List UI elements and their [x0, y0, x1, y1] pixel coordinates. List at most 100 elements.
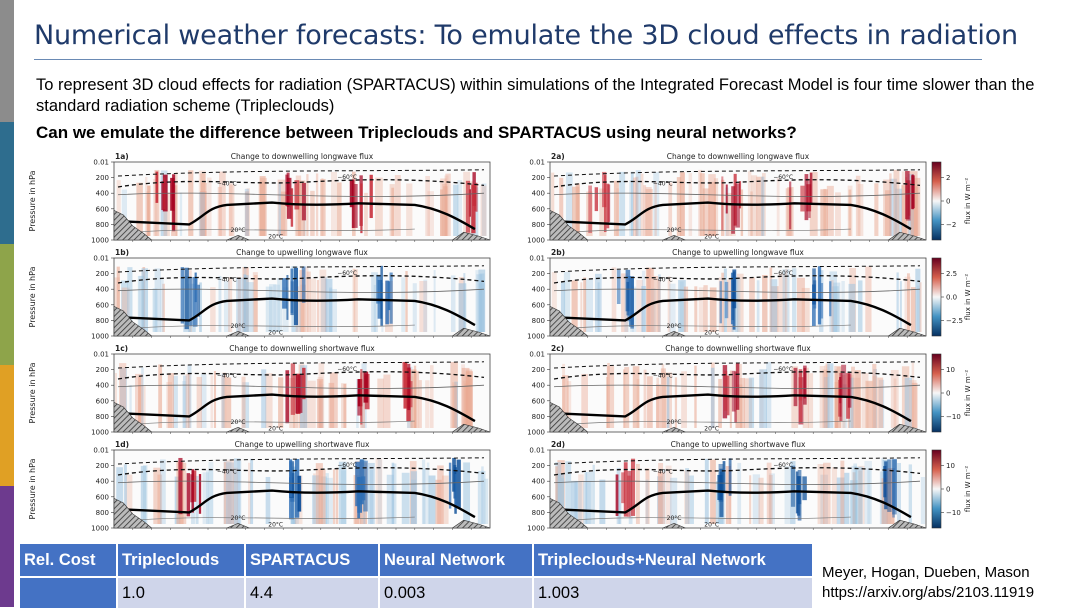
- y-tick-label: 0.01: [93, 159, 109, 167]
- figure-panel: [111, 257, 491, 338]
- figure-panel: [547, 257, 927, 338]
- table-row: 1.0 4.4 0.003 1.003: [18, 576, 814, 610]
- isotherm-label: 20°C: [268, 521, 283, 528]
- panel-label: 1d): [115, 440, 129, 449]
- y-tick-label: 800: [96, 317, 109, 325]
- colorbar-tick-label: −2: [946, 221, 956, 229]
- isotherm-label: 20°C: [704, 233, 719, 240]
- y-tick-label: 200: [96, 270, 109, 278]
- colorbar-tick-label: −2.5: [946, 317, 963, 325]
- intro-text: To represent 3D cloud effects for radiat…: [36, 76, 1035, 115]
- panel-title: Change to upwelling shortwave flux: [235, 440, 370, 449]
- y-tick-label: 400: [532, 382, 545, 390]
- isotherm-label: −40°C: [217, 372, 237, 379]
- y-tick-label: 1000: [91, 333, 109, 341]
- citation-authors: Meyer, Hogan, Dueben, Mason: [822, 564, 1030, 581]
- y-axis-label: Pressure in hPa: [28, 362, 37, 423]
- isotherm-label: −60°C: [773, 174, 793, 181]
- panel-title: Change to upwelling longwave flux: [672, 248, 804, 257]
- y-tick-label: 0.01: [93, 351, 109, 359]
- colorbar-label: flux in W m⁻²: [964, 466, 972, 512]
- figure-panel: [547, 353, 927, 434]
- y-tick-label: 1000: [91, 237, 109, 245]
- panel-label: 2c): [551, 344, 564, 353]
- sidebar-color-band: [0, 0, 14, 607]
- figure-svg: −60°C −40°C 20°C 20°C Change to downwelling …: [28, 152, 972, 533]
- y-tick-label: 200: [96, 366, 109, 374]
- panel-label: 1c): [115, 344, 128, 353]
- table-row-header: [18, 576, 118, 610]
- y-tick-label: 800: [96, 509, 109, 517]
- y-tick-label: 400: [532, 478, 545, 486]
- isotherm-label: −60°C: [337, 270, 357, 277]
- y-tick-label: 1000: [527, 237, 545, 245]
- isotherm-label: 20°C: [667, 227, 682, 234]
- y-tick-label: 600: [96, 397, 109, 405]
- y-tick-label: 400: [96, 286, 109, 294]
- panel-label: 2d): [551, 440, 565, 449]
- colorbar-tick-label: 0: [946, 198, 950, 206]
- isotherm-label: −60°C: [337, 462, 357, 469]
- y-tick-label: 800: [96, 221, 109, 229]
- colorbar-tick-label: 2: [946, 174, 950, 182]
- isotherm-label: −40°C: [653, 372, 673, 379]
- table-cell: 4.4: [244, 576, 380, 610]
- colorbar-tick-label: −10: [946, 413, 961, 421]
- panel-label: 1a): [115, 152, 129, 161]
- isotherm-label: −40°C: [653, 180, 673, 187]
- isotherm-label: 20°C: [704, 521, 719, 528]
- isotherm-label: −40°C: [217, 276, 237, 283]
- colorbar: [931, 257, 942, 337]
- colorbar-tick-label: 2.5: [946, 270, 957, 278]
- y-tick-label: 600: [532, 397, 545, 405]
- colorbar-tick-label: 0: [946, 486, 950, 494]
- colorbar-tick-label: 0: [946, 390, 950, 398]
- title-underline: [34, 59, 982, 60]
- isotherm-label: −60°C: [773, 270, 793, 277]
- citation-link[interactable]: https://arxiv.org/abs/2103.11919: [822, 584, 1035, 601]
- y-tick-label: 400: [532, 190, 545, 198]
- colorbar-tick-label: 0.0: [946, 294, 957, 302]
- y-tick-label: 1000: [91, 525, 109, 533]
- isotherm-label: 20°C: [667, 515, 682, 522]
- panel-title: Change to downwelling longwave flux: [667, 152, 810, 161]
- y-tick-label: 400: [96, 382, 109, 390]
- y-tick-label: 200: [532, 462, 545, 470]
- y-tick-label: 400: [96, 478, 109, 486]
- colorbar-tick-label: 10: [946, 366, 955, 374]
- figure-panel: [111, 449, 491, 530]
- figure-panel: [111, 161, 491, 242]
- y-tick-label: 1000: [91, 429, 109, 437]
- colorbar-label: flux in W m⁻²: [964, 274, 972, 320]
- isotherm-label: 20°C: [231, 515, 246, 522]
- colorbar-label: flux in W m⁻²: [964, 370, 972, 416]
- y-tick-label: 1000: [527, 525, 545, 533]
- citation: Meyer, Hogan, Dueben, Mason https://arxi…: [822, 563, 1034, 603]
- table-header-cell: Neural Network: [378, 542, 534, 578]
- y-tick-label: 800: [532, 413, 545, 421]
- y-tick-label: 200: [532, 270, 545, 278]
- panel-label: 2b): [551, 248, 565, 257]
- isotherm-label: −40°C: [217, 468, 237, 475]
- isotherm-label: 20°C: [704, 425, 719, 432]
- isotherm-label: −60°C: [773, 366, 793, 373]
- isotherm-label: 20°C: [667, 419, 682, 426]
- isotherm-label: 20°C: [667, 323, 682, 330]
- isotherm-label: −40°C: [653, 276, 673, 283]
- isotherm-label: −60°C: [337, 366, 357, 373]
- isotherm-label: 20°C: [704, 329, 719, 336]
- isotherm-label: −40°C: [653, 468, 673, 475]
- y-tick-label: 200: [96, 174, 109, 182]
- research-question: Can we emulate the difference between Tr…: [36, 123, 797, 142]
- y-tick-label: 0.01: [529, 159, 545, 167]
- y-tick-label: 0.01: [529, 351, 545, 359]
- colorbar-tick-label: 10: [946, 462, 955, 470]
- y-tick-label: 600: [532, 493, 545, 501]
- colorbar-label: flux in W m⁻²: [964, 178, 972, 224]
- table-cell: 1.0: [116, 576, 246, 610]
- y-tick-label: 800: [96, 413, 109, 421]
- panel-title: Change to upwelling shortwave flux: [671, 440, 806, 449]
- y-tick-label: 1000: [527, 429, 545, 437]
- y-axis-label: Pressure in hPa: [28, 266, 37, 327]
- panel-label: 1b): [115, 248, 129, 257]
